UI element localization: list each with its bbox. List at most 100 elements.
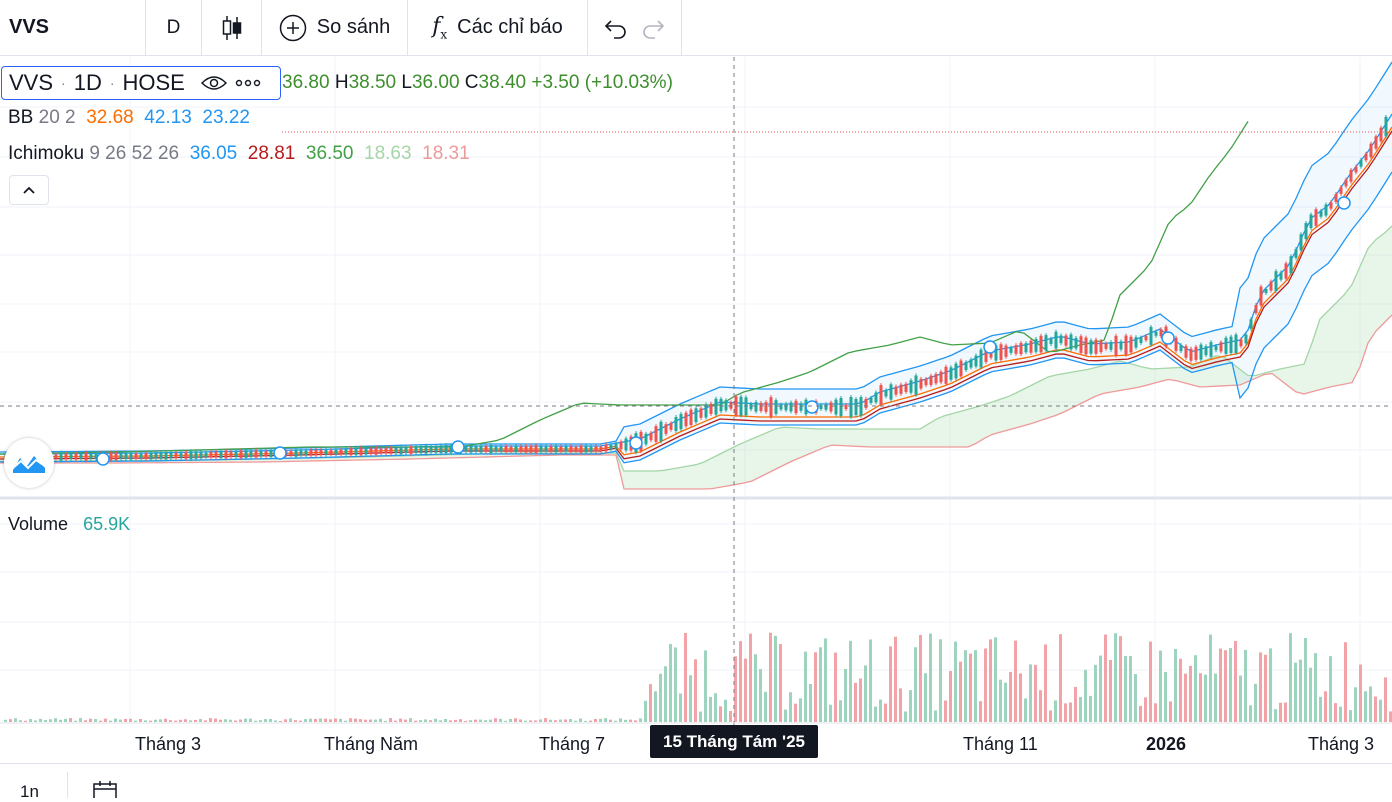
candle-body (844, 404, 848, 410)
volume-bar (364, 719, 367, 722)
volume-bar (104, 718, 107, 722)
candle-body (574, 446, 578, 452)
candle-body (1189, 348, 1193, 361)
volume-bar (699, 711, 702, 722)
candle-body (819, 404, 823, 410)
candle-body (784, 403, 788, 411)
volume-bar (1204, 674, 1207, 722)
volume-bar (884, 703, 887, 722)
close-label: C (464, 72, 479, 93)
candle-body (1079, 336, 1083, 353)
candle-body (109, 452, 113, 461)
candlestick-icon (222, 15, 241, 40)
candle-body (349, 448, 353, 456)
candle-body (1134, 337, 1138, 348)
volume-bar (1294, 662, 1297, 722)
chart-type-button[interactable] (202, 0, 262, 55)
volume-bar (929, 633, 932, 722)
volume-bar (424, 719, 427, 722)
event-markers[interactable] (96, 196, 1351, 466)
volume-bar (524, 720, 527, 722)
x-axis-label: Tháng 7 (539, 734, 606, 754)
symbol-legend[interactable]: VVS · 1D · HOSE (1, 66, 281, 100)
calendar-icon[interactable] (92, 780, 118, 798)
volume-legend[interactable]: Volume 65.9K (8, 514, 130, 535)
volume-bar (99, 720, 102, 722)
volume-bar (344, 720, 347, 722)
volume-bar (384, 720, 387, 722)
volume-bar (1019, 673, 1022, 722)
volume-bar (729, 711, 732, 722)
legend-interval: 1D (73, 70, 102, 95)
eye-icon[interactable] (200, 74, 227, 92)
candle-body (84, 452, 88, 461)
volume-bar (624, 719, 627, 722)
volume-bar (1049, 710, 1052, 722)
tradingview-logo[interactable] (4, 438, 54, 488)
volume-bar (769, 632, 772, 722)
chart-canvas[interactable] (0, 57, 1392, 763)
volume-bar (304, 719, 307, 722)
candle-body (399, 446, 403, 455)
candle-body (1294, 249, 1298, 258)
candle-body (924, 378, 928, 386)
volume-bar (179, 719, 182, 722)
volume-bar (544, 718, 547, 722)
candle-body (1184, 346, 1188, 358)
volume-bar (359, 719, 362, 722)
volume-bar (864, 665, 867, 722)
candle-body (1064, 335, 1068, 346)
candle-body (1239, 339, 1243, 347)
candle-body (969, 359, 973, 368)
event-marker (96, 452, 110, 466)
candle-body (184, 451, 188, 459)
redo-icon[interactable] (641, 17, 667, 39)
toolbar-symbol: VVS (9, 16, 50, 38)
candle-body (549, 446, 553, 452)
interval-button[interactable]: D (146, 0, 202, 55)
volume-bar (1099, 655, 1102, 722)
volume-bar (774, 635, 777, 722)
volume-bar (74, 720, 77, 722)
volume-bar (754, 654, 757, 722)
volume-bar (219, 719, 222, 722)
volume-bar (609, 719, 612, 722)
collapse-legend-button[interactable] (9, 175, 49, 205)
volume-bar (1029, 664, 1032, 722)
candle-body (219, 451, 223, 459)
candle-body (139, 453, 143, 459)
candle-body (1089, 340, 1093, 354)
volume-bar (804, 651, 807, 722)
volume-bar (1384, 677, 1387, 722)
chart-area[interactable] (0, 57, 1392, 763)
volume-bar (1079, 697, 1082, 722)
volume-bar (154, 719, 157, 722)
volume-bar (854, 682, 857, 722)
volume-bar (839, 700, 842, 722)
volume-bar (1104, 634, 1107, 722)
volume-bar (1134, 674, 1137, 722)
candle-body (1349, 169, 1353, 182)
volume-bar (1194, 655, 1197, 722)
volume-bar (1144, 697, 1147, 722)
indicators-button[interactable]: fx Các chỉ báo (408, 0, 588, 55)
more-icon[interactable] (235, 78, 261, 88)
volume-bar (1209, 634, 1212, 722)
candle-body (1299, 234, 1303, 251)
volume-bar (979, 701, 982, 722)
bb-legend[interactable]: BB 20 2 32.68 42.13 23.22 (8, 107, 250, 129)
candle-body (1284, 263, 1288, 279)
candle-body (379, 448, 383, 453)
undo-icon[interactable] (602, 17, 628, 39)
candle-body (519, 446, 523, 452)
candle-body (964, 361, 968, 371)
compare-button[interactable]: So sánh (262, 0, 408, 55)
ichimoku-legend[interactable]: Ichimoku 9 26 52 26 36.05 28.81 36.50 18… (8, 143, 470, 165)
candle-body (1194, 346, 1198, 360)
volume-bar (209, 718, 212, 722)
volume-bar (584, 720, 587, 722)
symbol-search-button[interactable]: VVS (0, 0, 146, 55)
range-1y-button[interactable]: 1n (20, 782, 39, 801)
x-axis-label: 2026 (1146, 734, 1187, 754)
event-marker (1161, 331, 1175, 345)
